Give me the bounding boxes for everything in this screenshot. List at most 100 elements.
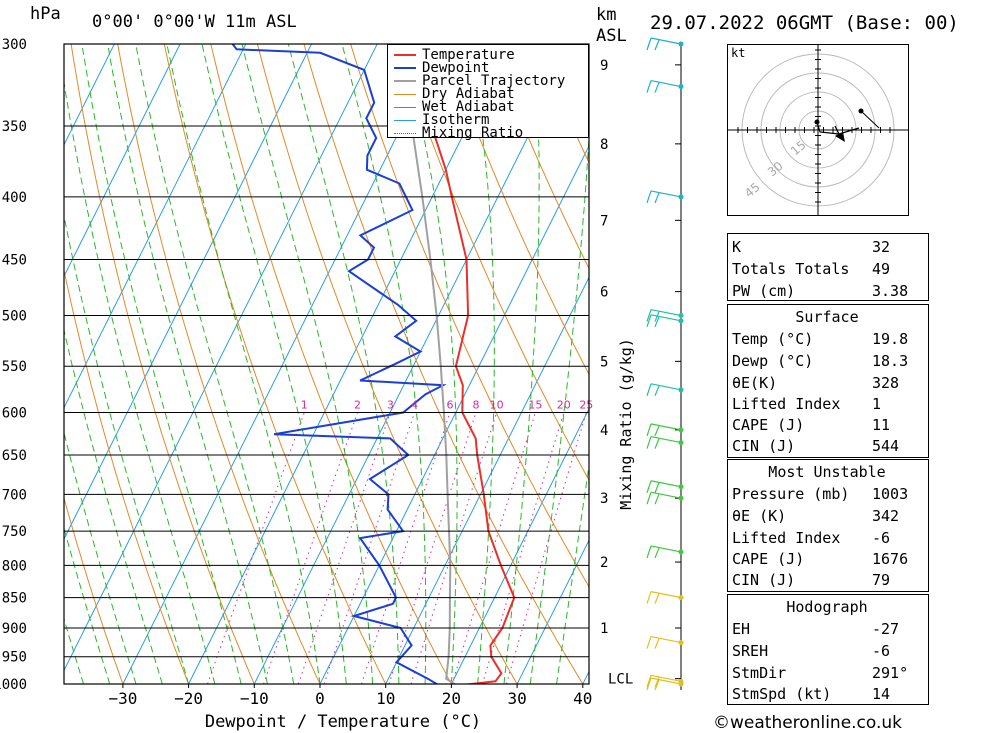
surface-row-value: 11 — [872, 416, 891, 434]
surface-row-label: CIN (J) — [732, 437, 796, 455]
index-tt-value: 49 — [872, 260, 891, 278]
hodograph-plot: kt 15 30 45 — [727, 44, 909, 216]
mu-row-value: -6 — [872, 529, 891, 547]
plot-frame — [63, 43, 590, 685]
hodograph-top-line — [860, 110, 880, 129]
isotherm-line — [188, 44, 510, 684]
mixing-ratio-line — [388, 412, 477, 684]
wet-adiabat-line — [503, 44, 540, 684]
isotherm-line — [714, 44, 720, 684]
hodograph-title: Hodograph — [786, 598, 868, 616]
km-tick-label: 8 — [600, 137, 608, 153]
km-tick-label: 9 — [600, 58, 608, 74]
isotherm-line — [64, 44, 181, 278]
mixing-ratio-label: 6 — [446, 398, 453, 411]
pressure-tick-label: 450 — [2, 253, 27, 269]
wind-barb — [646, 677, 684, 691]
wind-barb — [646, 314, 684, 328]
mu-row-label: CIN (J) — [732, 571, 796, 589]
pressure-tick-label: 850 — [2, 591, 27, 607]
surface-row-label: Dewp (°C) — [732, 352, 814, 370]
mixing-ratio-label: 10 — [490, 398, 504, 411]
isotherm-line — [319, 144, 589, 684]
wet-adiabat-line — [64, 431, 137, 684]
asl-label: ASL — [596, 26, 627, 46]
x-tick-label: −30 — [108, 689, 137, 708]
legend-dewpoint: Dewpoint — [394, 61, 489, 75]
index-k-value: 32 — [872, 238, 891, 256]
wet-adiabat-line — [556, 462, 589, 684]
most-unstable-title: Most Unstable — [768, 463, 886, 481]
wet-adiabat-line — [64, 327, 163, 684]
legend-isotherm: Isotherm — [394, 113, 489, 127]
isotherm-line — [122, 44, 444, 684]
index-pw-label: PW (cm) — [732, 282, 796, 300]
wet-adiabat-line — [135, 44, 295, 684]
lcl-label: LCL — [608, 672, 633, 688]
pressure-tick-label: 900 — [2, 621, 27, 637]
mixing-ratio-label: 1 — [301, 398, 308, 411]
pressure-tick-label: 550 — [2, 359, 27, 375]
pressure-tick-label: 950 — [2, 650, 27, 666]
skew-t-chart: 1 2 3 4 6 8 10 15 20 2530035040045050055060065070… — [0, 37, 721, 732]
mu-row-label: Pressure (mb) — [732, 485, 850, 503]
km-tick-label: 4 — [600, 423, 608, 439]
hodo-row-label: StmDir — [732, 664, 787, 682]
pressure-tick-label: 1000 — [0, 677, 27, 693]
wet-adiabat-line — [341, 44, 427, 684]
wind-barb — [646, 37, 684, 51]
surface-row-value: 18.3 — [872, 352, 909, 370]
mu-row-label: Lifted Index — [732, 529, 841, 547]
hodograph-storm-arrow — [835, 132, 845, 142]
mixing-ratio-line — [361, 412, 451, 684]
pressure-tick-label: 800 — [2, 558, 27, 574]
km-tick-label: 7 — [600, 213, 608, 229]
mixing-ratio-label: 3 — [387, 398, 394, 411]
mu-row-value: 1676 — [872, 550, 909, 568]
isotherm-line — [649, 44, 721, 684]
hodo-row-label: SREH — [732, 642, 769, 660]
dry-adiabat-line — [489, 44, 589, 270]
mixing-ratio-axis-label: Mixing Ratio (g/kg) — [617, 338, 635, 510]
legend-dry-adiabat: Dry Adiabat — [394, 87, 515, 101]
mixing-ratio-label: 25 — [579, 398, 593, 411]
mixing-ratio-line — [263, 412, 358, 684]
surface-row-value: 1 — [872, 395, 882, 413]
dry-adiabat-line — [64, 496, 124, 684]
wet-adiabat-line — [64, 526, 111, 684]
series-line-dewpoint — [231, 44, 447, 684]
pressure-tick-label: 500 — [2, 309, 27, 325]
hodo-row-value: -6 — [872, 642, 891, 660]
mixing-ratio-label: 4 — [411, 398, 418, 411]
index-k-label: K — [732, 238, 742, 256]
x-tick-label: 30 — [507, 689, 526, 708]
isotherm-line — [64, 44, 378, 672]
pressure-tick-label: 350 — [2, 119, 27, 135]
mixing-ratio-label: 20 — [557, 398, 571, 411]
most-unstable-box: Most Unstable Pressure (mb) 1003 θE (K) … — [727, 459, 929, 592]
isotherm-line — [64, 44, 247, 409]
pressure-tick-label: 400 — [2, 190, 27, 206]
wet-adiabat-line — [241, 44, 374, 684]
mu-row-value: 342 — [872, 507, 900, 525]
dry-adiabat-line — [210, 44, 452, 684]
legend-parcel: Parcel Trajectory — [394, 74, 565, 88]
index-pw-value: 3.38 — [872, 282, 909, 300]
hodograph-unit: kt — [731, 46, 745, 60]
indices-box: K 32 Totals Totals 49 PW (cm) 3.38 — [727, 233, 929, 301]
surface-row-label: CAPE (J) — [732, 416, 805, 434]
wind-barb — [646, 383, 684, 397]
mu-row-label: CAPE (J) — [732, 550, 805, 568]
x-tick-label: −10 — [240, 689, 269, 708]
wet-adiabat-line — [64, 79, 216, 684]
km-tick-label: 6 — [600, 285, 608, 301]
hodo-row-value: 291° — [872, 664, 909, 682]
mu-row-value: 79 — [872, 571, 891, 589]
wet-adiabat-line — [529, 127, 589, 684]
wet-adiabat-line — [64, 213, 190, 684]
legend-mixing-ratio: Mixing Ratio — [394, 126, 523, 140]
x-axis-label: Dewpoint / Temperature (°C) — [205, 712, 481, 732]
index-tt-label: Totals Totals — [732, 260, 850, 278]
wind-barb — [646, 591, 684, 604]
hodograph-start-dot — [814, 119, 820, 125]
